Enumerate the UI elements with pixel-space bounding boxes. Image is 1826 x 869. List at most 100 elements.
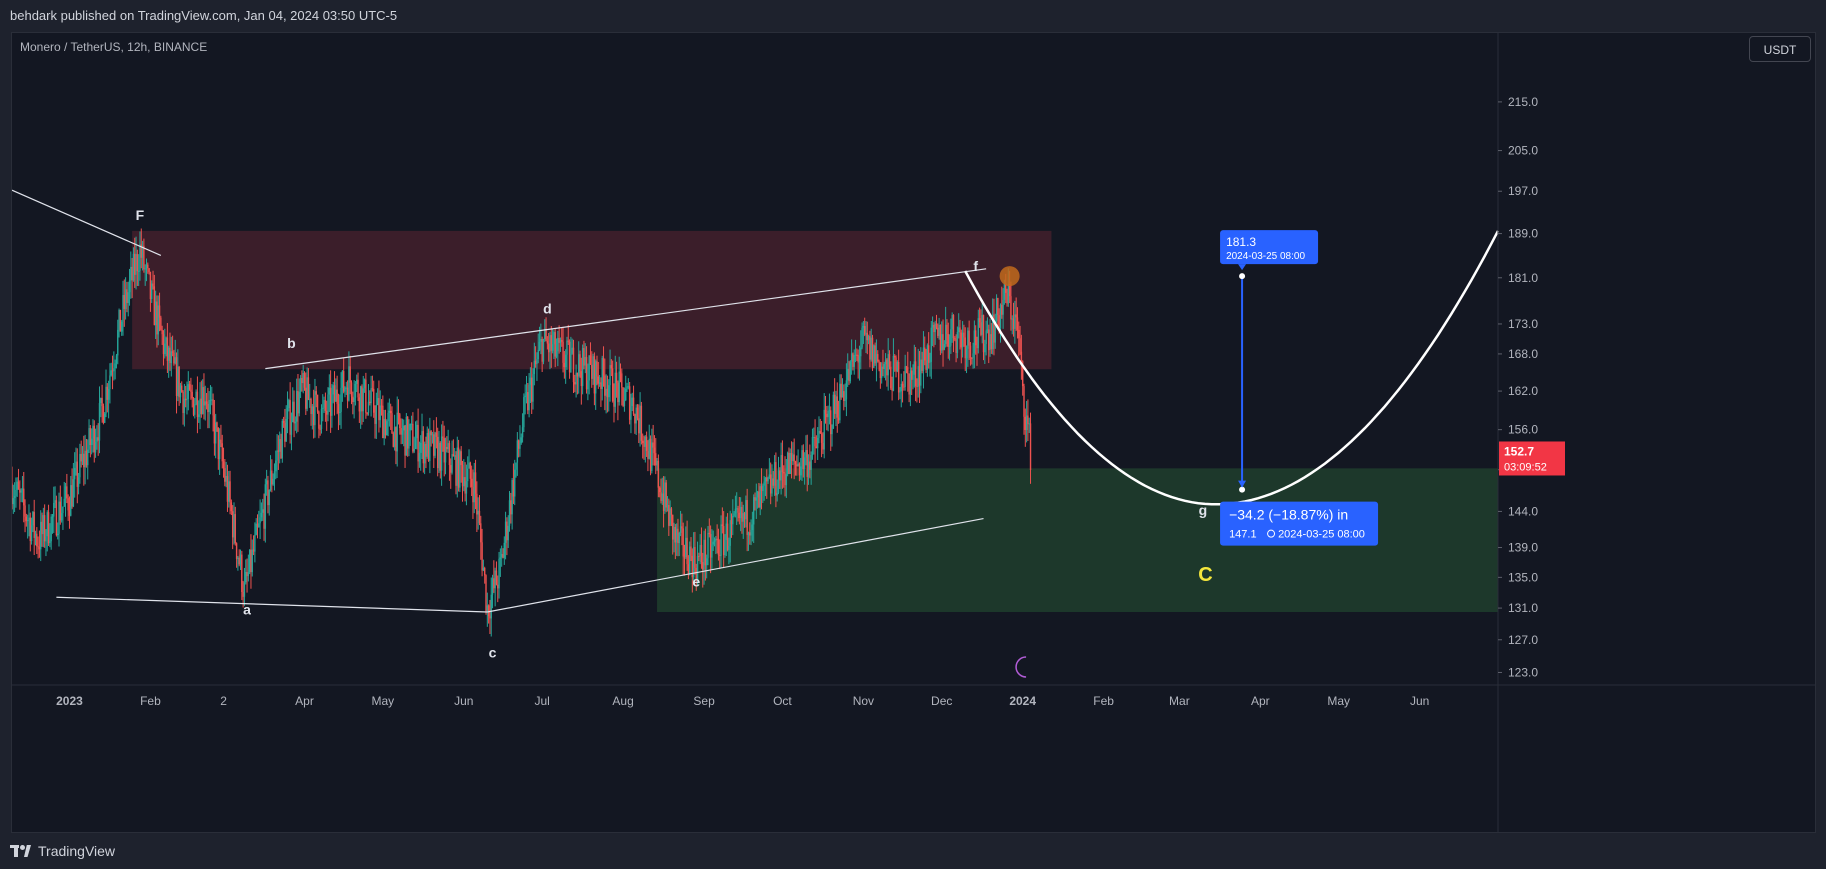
y-tick-label: 205.0 — [1508, 144, 1538, 158]
measure-top-value: 181.3 — [1226, 235, 1256, 249]
candle-body — [537, 349, 539, 360]
measurement-layer: 181.3 2024-03-25 08:00 −34.2 (−18.87%) in 1… — [999, 230, 1379, 678]
candle-body — [456, 447, 458, 486]
candle-body — [12, 498, 15, 505]
candle-body — [477, 510, 479, 515]
chart-area[interactable]: 181.3 2024-03-25 08:00 −34.2 (−18.87%) in 1… — [11, 32, 1816, 833]
candle-body — [201, 387, 204, 414]
candle-body — [230, 502, 233, 512]
candle-body — [222, 461, 225, 469]
tradingview-logo[interactable]: TradingView — [10, 843, 115, 859]
trendlines-layer — [12, 189, 987, 613]
candle-body — [875, 354, 878, 364]
candle-body — [292, 401, 294, 423]
y-tick-label: 189.0 — [1508, 227, 1538, 241]
candle-body — [769, 474, 772, 494]
candle-body — [98, 403, 101, 441]
candle-body — [754, 497, 756, 501]
candle-body — [323, 399, 325, 408]
candle-body — [759, 486, 761, 508]
candle-body — [553, 332, 555, 345]
candle-body — [336, 389, 338, 404]
candle-body — [114, 363, 116, 369]
candle-body — [660, 491, 662, 501]
candle-body — [316, 394, 319, 412]
candle-body — [429, 431, 431, 461]
candle-body — [634, 414, 636, 424]
candle-body — [406, 416, 409, 449]
candle-body — [725, 523, 727, 540]
candle-body — [260, 512, 263, 518]
candle-body — [760, 486, 763, 492]
candle-body — [344, 387, 346, 392]
candle-body — [167, 347, 170, 361]
y-tick-label: 139.0 — [1508, 541, 1538, 555]
candle-body — [739, 507, 742, 519]
price-chart[interactable]: 181.3 2024-03-25 08:00 −34.2 (−18.87%) in 1… — [12, 33, 1815, 832]
candle-body — [49, 541, 51, 544]
candle-body — [1016, 317, 1019, 330]
candle-body — [191, 391, 193, 399]
candle-body — [40, 521, 42, 550]
candle-body — [841, 391, 844, 398]
candle-body — [628, 386, 631, 420]
candle-body — [302, 373, 304, 384]
candle-body — [527, 392, 529, 411]
candle-body — [231, 511, 234, 538]
candle-body — [474, 472, 477, 494]
candle-body — [409, 424, 411, 431]
candle-body — [807, 461, 810, 477]
candle-body — [71, 485, 73, 507]
candle-body — [589, 355, 592, 365]
candle-body — [106, 386, 109, 400]
candle-body — [566, 340, 568, 355]
candle-body — [122, 295, 124, 322]
candle-body — [544, 328, 546, 339]
candle-body — [322, 407, 324, 409]
candle-body — [657, 460, 660, 488]
candle-body — [779, 470, 781, 481]
candle-body — [83, 453, 85, 468]
candle-body — [269, 470, 272, 491]
candle-body — [687, 564, 690, 575]
candle-body — [998, 315, 1000, 329]
candle-body — [681, 526, 683, 529]
candle-body — [734, 508, 737, 514]
candle-body — [737, 508, 739, 513]
candle-body — [647, 450, 649, 459]
candle-body — [1025, 415, 1028, 431]
candle-body — [946, 324, 948, 334]
candle-body — [59, 501, 62, 521]
candle-body — [395, 427, 397, 452]
candle-body — [955, 339, 957, 353]
candle-body — [489, 616, 491, 619]
candle-body — [728, 545, 730, 550]
candle-body — [515, 462, 517, 470]
candle-body — [468, 462, 470, 469]
candle-body — [937, 327, 939, 336]
candle-body — [1018, 329, 1020, 339]
candle-body — [860, 347, 862, 357]
candle-body — [882, 366, 884, 369]
candle-body — [342, 371, 345, 392]
candle-body — [986, 329, 989, 331]
candle-body — [29, 517, 31, 542]
candle-body — [134, 253, 136, 275]
x-tick-label: Apr — [1251, 694, 1270, 708]
candle-body — [584, 357, 586, 366]
candle-body — [183, 398, 186, 414]
candle-body — [30, 525, 33, 542]
currency-button[interactable]: USDT — [1749, 36, 1811, 62]
candle-body — [980, 322, 982, 335]
wave-label-F: F — [136, 207, 145, 223]
candle-body — [988, 329, 990, 351]
candle-body — [849, 361, 852, 382]
candle-body — [184, 398, 187, 401]
candle-body — [575, 372, 577, 385]
x-tick-label: Feb — [1093, 694, 1114, 708]
candle-body — [856, 354, 858, 356]
candle-body — [580, 371, 583, 387]
candle-body — [766, 477, 768, 482]
candle-body — [453, 455, 456, 457]
candle-body — [717, 538, 720, 555]
